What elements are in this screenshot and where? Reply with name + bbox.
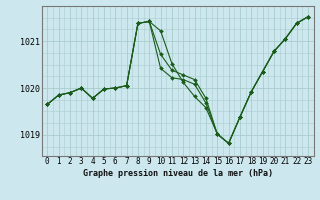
- X-axis label: Graphe pression niveau de la mer (hPa): Graphe pression niveau de la mer (hPa): [83, 169, 273, 178]
